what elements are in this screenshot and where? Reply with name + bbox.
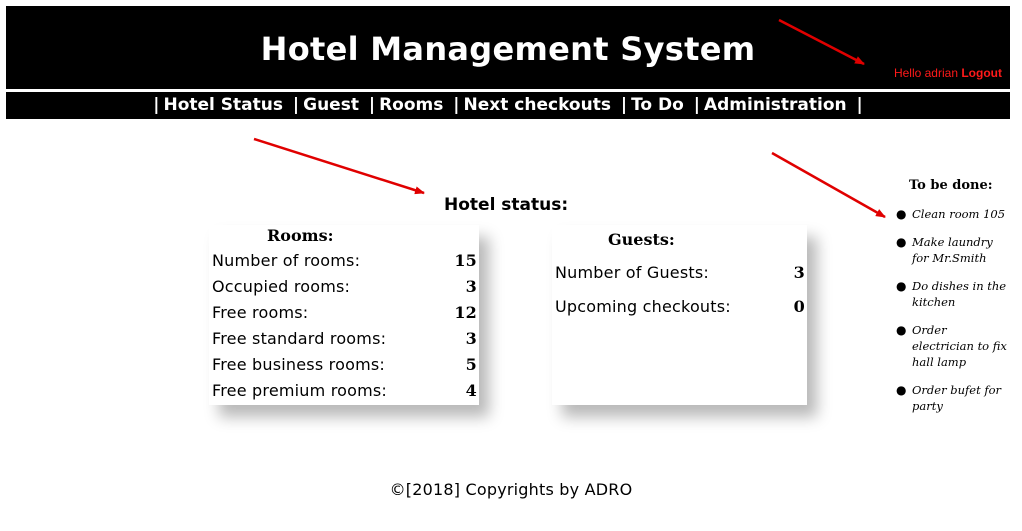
todo-list: ● Clean room 105 ● Make laundry for Mr.Smi… — [895, 206, 1010, 426]
nav-item-guest[interactable]: Guest — [303, 95, 359, 115]
row-label: Free standard rooms: — [212, 329, 387, 348]
footer-copyright: ©[2018] Copyrights by ADRO — [389, 480, 633, 499]
hotel-status-heading: Hotel status: — [444, 195, 569, 215]
todo-item-text: Order bufet for party — [912, 383, 1002, 413]
row-value: 0 — [793, 297, 805, 316]
rooms-title: Rooms: — [267, 226, 334, 245]
nav-separator: | — [368, 95, 376, 115]
rooms-row: Occupied rooms: 3 — [212, 277, 477, 296]
bullet-icon: ● — [896, 279, 907, 293]
row-label: Upcoming checkouts: — [555, 297, 731, 316]
bullet-icon: ● — [896, 235, 907, 249]
nav-separator: | — [453, 95, 460, 115]
row-label: Free business rooms: — [212, 355, 385, 374]
rooms-row: Free standard rooms: 3 — [212, 329, 477, 348]
arrow-to-todo-list — [771, 151, 886, 219]
row-value: 12 — [454, 303, 477, 322]
nav-separator: | — [153, 95, 160, 115]
arrow-to-hotel-status — [253, 137, 425, 195]
row-label: Free premium rooms: — [212, 381, 388, 400]
bullet-icon: ● — [896, 207, 907, 221]
nav-separator: | — [292, 95, 300, 115]
nav-item-rooms[interactable]: Rooms — [379, 95, 444, 115]
nav-item-to-do[interactable]: To Do — [631, 95, 684, 115]
row-value: 15 — [454, 251, 477, 270]
rooms-row: Free premium rooms: 4 — [212, 381, 477, 400]
todo-item: ● Make laundry for Mr.Smith — [895, 234, 1010, 266]
row-value: 3 — [465, 329, 477, 348]
header-bar: Hotel Management System Hello adrian Log… — [6, 6, 1010, 89]
row-value: 4 — [465, 381, 477, 400]
row-value: 5 — [465, 355, 477, 374]
rooms-panel: Rooms: Number of rooms: 15 Occupied room… — [209, 225, 479, 405]
row-value: 3 — [793, 263, 805, 282]
logout-link[interactable]: Logout — [961, 66, 1002, 80]
nav-separator: | — [856, 95, 863, 115]
nav-bar: | Hotel Status | Guest | Rooms | Next checko… — [6, 92, 1010, 119]
todo-item: ● Order bufet for party — [895, 382, 1010, 414]
user-info: Hello adrian Logout — [894, 66, 1002, 80]
bullet-icon: ● — [896, 323, 907, 337]
guests-panel: Guests: Number of Guests: 3 Upcoming che… — [552, 225, 807, 405]
todo-item-text: Do dishes in the kitchen — [912, 279, 1007, 309]
row-label: Number of rooms: — [212, 251, 361, 270]
todo-title: To be done: — [909, 178, 993, 193]
todo-item: ● Order electrician to fix hall lamp — [895, 322, 1010, 370]
rooms-row: Free rooms: 12 — [212, 303, 477, 322]
bullet-icon: ● — [896, 383, 907, 397]
nav-item-administration[interactable]: Administration — [703, 95, 847, 115]
todo-item-text: Order electrician to fix hall lamp — [912, 323, 1007, 369]
todo-item-text: Make laundry for Mr.Smith — [912, 235, 993, 265]
nav-separator: | — [693, 95, 700, 115]
todo-item-text: Clean room 105 — [912, 207, 1006, 221]
rooms-row: Free business rooms: 5 — [212, 355, 477, 374]
guests-row: Number of Guests: 3 — [555, 263, 805, 282]
nav-separator: | — [620, 95, 628, 115]
guests-row: Upcoming checkouts: 0 — [555, 297, 805, 316]
nav-item-next-checkouts[interactable]: Next checkouts — [463, 95, 611, 115]
row-label: Free rooms: — [212, 303, 309, 322]
row-label: Occupied rooms: — [212, 277, 351, 296]
row-label: Number of Guests: — [555, 263, 709, 282]
greeting-text: Hello adrian — [893, 66, 958, 80]
app-title: Hotel Management System — [260, 30, 756, 68]
nav-item-hotel-status[interactable]: Hotel Status — [163, 95, 283, 115]
row-value: 3 — [465, 277, 477, 296]
todo-item: ● Clean room 105 — [895, 206, 1010, 222]
guests-title: Guests: — [608, 230, 675, 249]
rooms-row: Number of rooms: 15 — [212, 251, 477, 270]
todo-item: ● Do dishes in the kitchen — [895, 278, 1010, 310]
